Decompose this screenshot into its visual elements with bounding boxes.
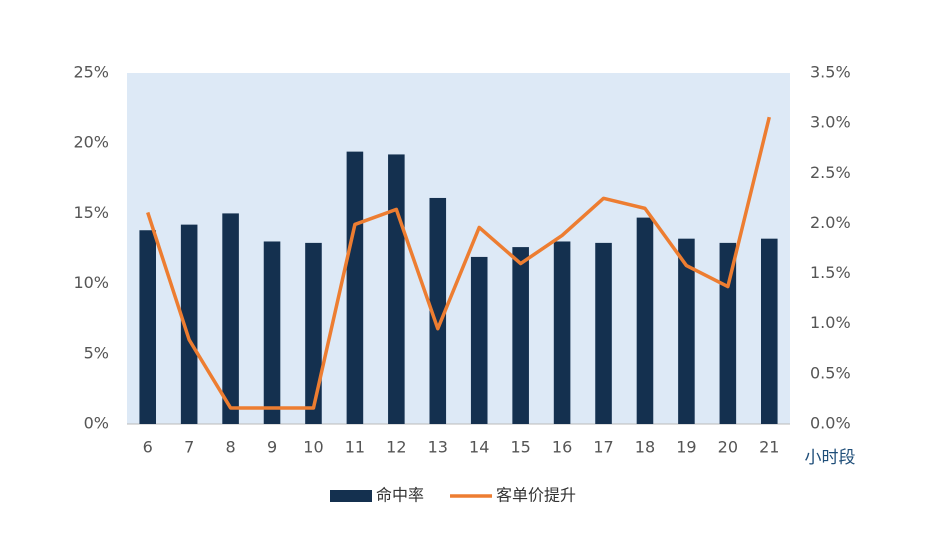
x-tick-label: 18 — [635, 438, 655, 457]
bar — [760, 238, 778, 424]
x-tick-label: 10 — [303, 438, 323, 457]
bar — [678, 238, 695, 424]
legend: 命中率 客单价提升 — [330, 486, 576, 505]
bar — [470, 256, 488, 424]
bar — [180, 224, 198, 424]
legend-label: 客单价提升 — [496, 486, 576, 505]
bar — [636, 217, 654, 424]
x-tick-label: 9 — [267, 438, 277, 457]
bar — [429, 197, 447, 424]
y2-tick-label: 1.0% — [810, 313, 851, 332]
x-tick-label: 6 — [143, 438, 153, 457]
bar — [263, 241, 281, 424]
x-tick-label: 21 — [759, 438, 779, 457]
bar — [512, 247, 529, 424]
x-tick-label: 16 — [552, 438, 572, 457]
y2-tick-label: 3.5% — [810, 63, 851, 82]
legend-swatch — [330, 490, 372, 502]
x-tick-label: 20 — [718, 438, 738, 457]
x-tick-label: 19 — [676, 438, 696, 457]
y2-tick-label: 1.5% — [810, 263, 851, 282]
bar — [139, 230, 157, 424]
legend-label: 命中率 — [376, 486, 424, 505]
y-tick-label: 25% — [73, 63, 109, 82]
x-tick-label: 14 — [469, 438, 489, 457]
y-tick-label: 20% — [73, 133, 109, 152]
x-tick-label: 11 — [345, 438, 365, 457]
bar — [222, 213, 239, 424]
y-tick-label: 10% — [73, 273, 109, 292]
x-tick-label: 15 — [510, 438, 530, 457]
y2-tick-label: 2.0% — [810, 213, 851, 232]
x-axis-label: 小时段 — [805, 448, 856, 468]
y2-tick-label: 0.5% — [810, 363, 851, 382]
bar — [595, 242, 612, 424]
x-tick-label: 12 — [386, 438, 406, 457]
y2-tick-label: 0.0% — [810, 414, 851, 433]
line — [146, 116, 771, 410]
bar — [719, 242, 737, 424]
x-tick-label: 13 — [428, 438, 448, 457]
bar — [553, 241, 571, 424]
x-tick-label: 17 — [593, 438, 613, 457]
y-tick-label: 0% — [84, 414, 109, 433]
y-tick-label: 15% — [73, 203, 109, 222]
y-tick-label: 5% — [84, 343, 109, 362]
bar — [346, 151, 364, 424]
bar — [305, 242, 322, 424]
y2-tick-label: 3.0% — [810, 113, 851, 132]
bar — [388, 154, 405, 424]
x-tick-label: 8 — [226, 438, 236, 457]
y2-tick-label: 2.5% — [810, 163, 851, 182]
x-tick-label: 7 — [184, 438, 194, 457]
